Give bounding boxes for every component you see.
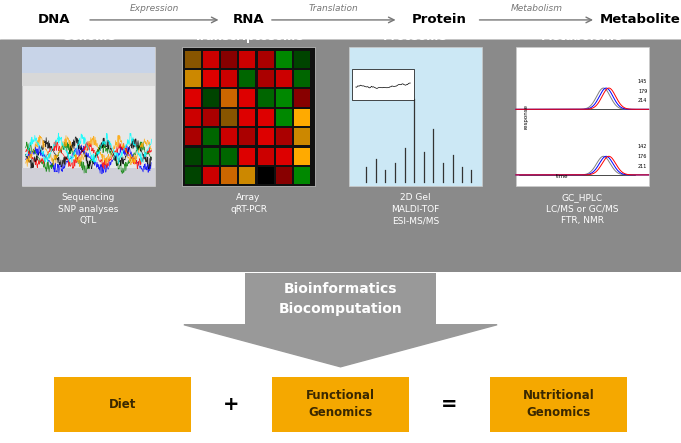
Text: GC_HPLC
LC/MS or GC/MS
FTR, NMR: GC_HPLC LC/MS or GC/MS FTR, NMR bbox=[546, 193, 618, 225]
Text: Metabolism: Metabolism bbox=[510, 4, 563, 13]
Bar bbox=[203, 167, 219, 184]
Bar bbox=[272, 377, 409, 432]
Bar bbox=[221, 89, 237, 107]
Bar bbox=[294, 167, 310, 184]
Bar bbox=[203, 128, 219, 145]
Bar bbox=[490, 377, 627, 432]
Bar bbox=[276, 109, 292, 126]
Text: Metabolome: Metabolome bbox=[541, 30, 623, 43]
Bar bbox=[294, 89, 310, 107]
Bar bbox=[240, 89, 255, 107]
Bar bbox=[203, 89, 219, 107]
Bar bbox=[516, 47, 648, 186]
Bar bbox=[221, 148, 237, 165]
Text: 142: 142 bbox=[638, 144, 647, 149]
Text: 211: 211 bbox=[638, 164, 647, 169]
Bar bbox=[257, 89, 274, 107]
Bar bbox=[54, 377, 191, 432]
Bar bbox=[276, 167, 292, 184]
Text: Array
qRT-PCR: Array qRT-PCR bbox=[230, 193, 267, 214]
Bar bbox=[353, 69, 413, 100]
Text: Translation: Translation bbox=[308, 4, 359, 13]
Bar bbox=[221, 109, 237, 126]
Polygon shape bbox=[184, 325, 497, 367]
Text: Diet: Diet bbox=[109, 398, 136, 411]
Text: Genome: Genome bbox=[61, 30, 116, 43]
Bar bbox=[257, 128, 274, 145]
Text: 179: 179 bbox=[638, 89, 647, 93]
Bar bbox=[22, 47, 155, 73]
Bar bbox=[294, 128, 310, 145]
Bar bbox=[203, 109, 219, 126]
Bar bbox=[257, 51, 274, 68]
Bar bbox=[245, 273, 436, 325]
Bar bbox=[276, 51, 292, 68]
Text: Nutritional
Genomics: Nutritional Genomics bbox=[522, 389, 595, 419]
Bar bbox=[240, 51, 255, 68]
Text: Proteome: Proteome bbox=[383, 30, 447, 43]
Bar bbox=[203, 148, 219, 165]
Text: Transcriptosome: Transcriptosome bbox=[193, 30, 304, 43]
Text: Metabolite: Metabolite bbox=[600, 13, 680, 27]
Bar bbox=[240, 167, 255, 184]
Bar bbox=[185, 167, 201, 184]
Bar bbox=[276, 128, 292, 145]
Bar bbox=[294, 70, 310, 87]
Text: Bioinformatics
Biocomputation: Bioinformatics Biocomputation bbox=[279, 282, 402, 316]
Bar bbox=[276, 70, 292, 87]
Bar bbox=[276, 89, 292, 107]
Bar bbox=[221, 70, 237, 87]
Text: =: = bbox=[441, 395, 458, 414]
Text: response: response bbox=[524, 104, 528, 129]
Bar bbox=[22, 73, 155, 86]
Bar bbox=[203, 51, 219, 68]
Bar bbox=[240, 148, 255, 165]
Text: Functional
Genomics: Functional Genomics bbox=[306, 389, 375, 419]
Text: Expression: Expression bbox=[129, 4, 179, 13]
Text: time: time bbox=[556, 175, 569, 179]
Text: 214: 214 bbox=[638, 98, 647, 103]
Text: 2D Gel
MALDI-TOF
ESI-MS/MS: 2D Gel MALDI-TOF ESI-MS/MS bbox=[392, 193, 439, 225]
Bar bbox=[182, 47, 315, 186]
Bar bbox=[240, 109, 255, 126]
Bar bbox=[349, 47, 482, 186]
Bar bbox=[240, 128, 255, 145]
Text: DNA: DNA bbox=[38, 13, 71, 27]
Bar bbox=[257, 109, 274, 126]
Bar bbox=[294, 51, 310, 68]
Bar bbox=[257, 167, 274, 184]
Bar bbox=[22, 47, 155, 186]
Bar bbox=[22, 168, 155, 186]
Text: +: + bbox=[223, 395, 240, 414]
Text: 145: 145 bbox=[638, 79, 647, 84]
Bar bbox=[185, 51, 201, 68]
Bar bbox=[221, 128, 237, 145]
Bar bbox=[0, 40, 681, 272]
Bar bbox=[221, 51, 237, 68]
Text: RNA: RNA bbox=[233, 13, 264, 27]
Bar bbox=[185, 128, 201, 145]
Bar bbox=[240, 70, 255, 87]
Bar bbox=[185, 70, 201, 87]
Bar bbox=[185, 89, 201, 107]
Bar bbox=[294, 148, 310, 165]
Text: Protein: Protein bbox=[412, 13, 466, 27]
Bar bbox=[276, 148, 292, 165]
Bar bbox=[203, 70, 219, 87]
Bar bbox=[294, 109, 310, 126]
Text: Sequencing
SNP analyses
QTL: Sequencing SNP analyses QTL bbox=[59, 193, 118, 225]
Bar bbox=[221, 167, 237, 184]
Bar bbox=[257, 148, 274, 165]
Bar bbox=[185, 148, 201, 165]
Text: 176: 176 bbox=[638, 154, 647, 159]
Bar bbox=[257, 70, 274, 87]
Bar bbox=[185, 109, 201, 126]
